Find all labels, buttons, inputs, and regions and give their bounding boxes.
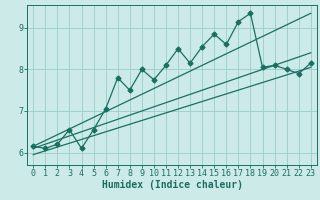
X-axis label: Humidex (Indice chaleur): Humidex (Indice chaleur) xyxy=(101,180,243,190)
